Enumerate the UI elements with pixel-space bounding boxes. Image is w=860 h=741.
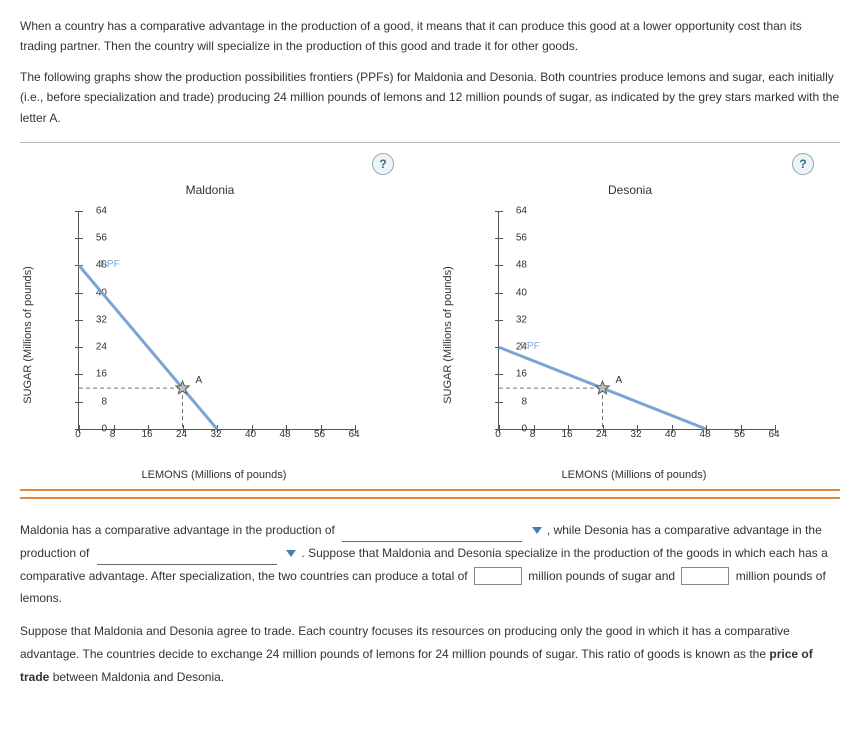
lemons-total-input[interactable] bbox=[681, 567, 729, 585]
help-icon[interactable]: ? bbox=[792, 153, 814, 175]
fill-in-paragraph-1: Maldonia has a comparative advantage in … bbox=[20, 519, 840, 610]
text-segment: between Maldonia and Desonia. bbox=[53, 670, 224, 684]
divider bbox=[20, 142, 840, 143]
sugar-total-input[interactable] bbox=[474, 567, 522, 585]
x-axis-label: LEMONS (Millions of pounds) bbox=[44, 469, 384, 481]
blank-1[interactable] bbox=[342, 529, 522, 542]
charts-row: ? Maldonia SUGAR (Millions of pounds) 08… bbox=[20, 155, 840, 481]
y-axis-label: SUGAR (Millions of pounds) bbox=[442, 266, 454, 404]
help-icon[interactable]: ? bbox=[372, 153, 394, 175]
orange-divider-bot bbox=[20, 497, 840, 499]
text-segment: million pounds of sugar and bbox=[528, 569, 678, 583]
answer-block: Maldonia has a comparative advantage in … bbox=[20, 519, 840, 689]
plot-area[interactable]: 0816243240485664PPFA bbox=[78, 211, 355, 430]
chart-body-maldonia: SUGAR (Millions of pounds) 0816243240485… bbox=[44, 205, 384, 465]
orange-divider-top bbox=[20, 489, 840, 491]
x-axis-label: LEMONS (Millions of pounds) bbox=[464, 469, 804, 481]
chevron-down-icon[interactable] bbox=[532, 527, 542, 534]
plot-area[interactable]: 0816243240485664PPFA bbox=[498, 211, 775, 430]
chart-desonia: ? Desonia SUGAR (Millions of pounds) 081… bbox=[440, 155, 820, 481]
text-segment: Suppose that Maldonia and Desonia agree … bbox=[20, 624, 790, 661]
chart-maldonia: ? Maldonia SUGAR (Millions of pounds) 08… bbox=[20, 155, 400, 481]
y-axis-label: SUGAR (Millions of pounds) bbox=[22, 266, 34, 404]
chevron-down-icon[interactable] bbox=[286, 550, 296, 557]
intro-text: When a country has a comparative advanta… bbox=[20, 16, 840, 128]
intro-p1: When a country has a comparative advanta… bbox=[20, 16, 840, 57]
text-segment: Maldonia has a comparative advantage in … bbox=[20, 523, 338, 537]
fill-in-paragraph-2: Suppose that Maldonia and Desonia agree … bbox=[20, 620, 840, 688]
chart-body-desonia: SUGAR (Millions of pounds) 0816243240485… bbox=[464, 205, 804, 465]
chart-title-desonia: Desonia bbox=[440, 183, 820, 197]
chart-title-maldonia: Maldonia bbox=[20, 183, 400, 197]
intro-p2: The following graphs show the production… bbox=[20, 67, 840, 128]
blank-2[interactable] bbox=[97, 552, 277, 565]
